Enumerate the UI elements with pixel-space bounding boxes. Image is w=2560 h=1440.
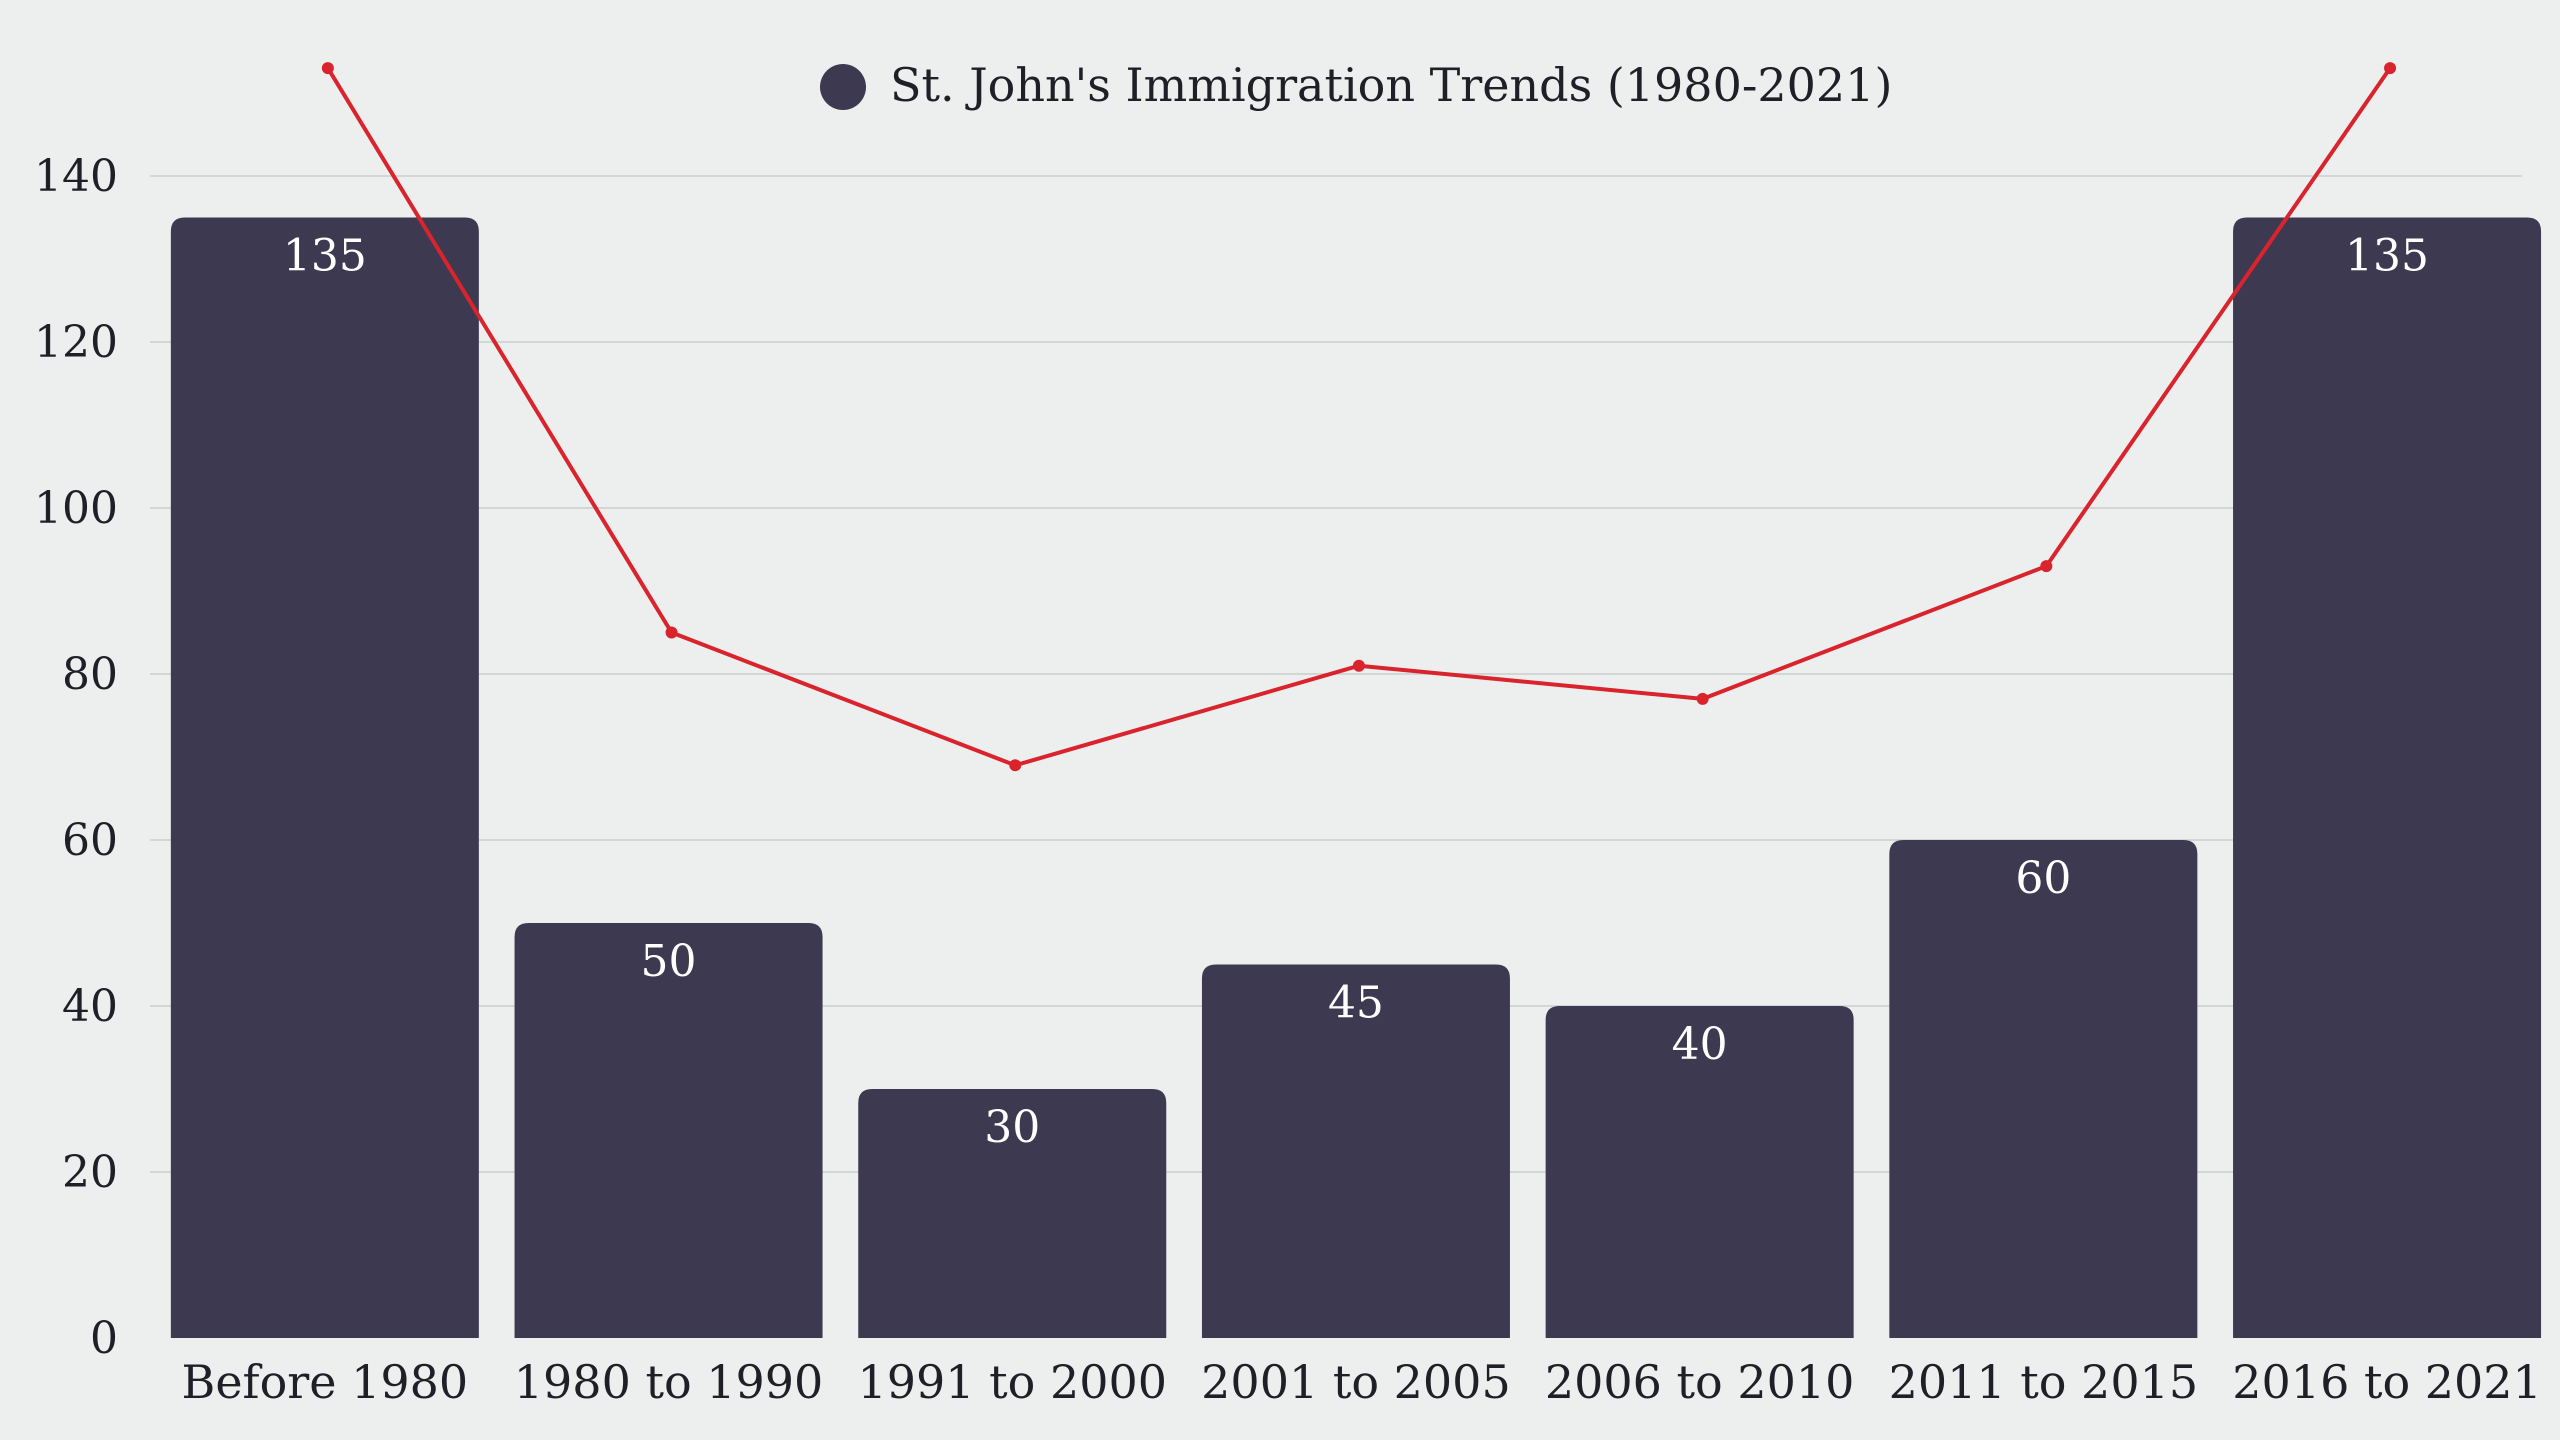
trend-point — [321, 62, 334, 75]
bar — [1545, 1006, 1854, 1338]
y-tick-label: 0 — [90, 1313, 118, 1364]
bar-value-label: 135 — [2345, 231, 2429, 282]
x-tick-label: 1991 to 2000 — [857, 1355, 1167, 1409]
legend-marker — [820, 64, 866, 110]
trend-point — [665, 626, 678, 639]
y-axis-ticks: 0 20 40 60 80 100 120 140 — [34, 151, 118, 1364]
bar — [170, 217, 479, 1338]
x-tick-label: 2016 to 2021 — [2232, 1355, 2542, 1409]
x-tick-label: 1980 to 1990 — [514, 1355, 824, 1409]
y-tick-label: 80 — [62, 649, 118, 700]
bar-value-label: 50 — [641, 936, 697, 987]
bar-value-label: 30 — [984, 1102, 1040, 1153]
bar — [1889, 840, 2198, 1338]
bar — [2233, 217, 2542, 1338]
trend-point — [1696, 692, 1709, 705]
bar-value-label: 135 — [283, 231, 367, 282]
bar-value-label: 40 — [1672, 1019, 1728, 1070]
x-tick-label: 2006 to 2010 — [1545, 1355, 1855, 1409]
y-tick-label: 40 — [62, 981, 118, 1032]
y-tick-label: 60 — [62, 815, 118, 866]
trend-point — [1009, 759, 1022, 772]
trend-line — [321, 62, 2397, 772]
x-tick-label: 2011 to 2015 — [1889, 1355, 2199, 1409]
y-tick-label: 20 — [62, 1147, 118, 1198]
bar-value-label: 60 — [2015, 853, 2071, 904]
x-axis-labels: Before 1980 1980 to 1990 1991 to 2000 2001 … — [182, 1355, 2542, 1409]
legend-label: St. John's Immigration Trends (1980-2021… — [890, 58, 1892, 112]
y-tick-label: 140 — [34, 151, 118, 202]
y-tick-label: 100 — [34, 483, 118, 534]
x-tick-label: Before 1980 — [182, 1355, 469, 1409]
bar — [514, 923, 823, 1338]
bar — [858, 1089, 1167, 1338]
y-tick-label: 120 — [34, 317, 118, 368]
trend-point — [2040, 560, 2053, 573]
legend: St. John's Immigration Trends (1980-2021… — [820, 58, 1892, 112]
trend-point — [1352, 659, 1365, 672]
bars — [170, 217, 2542, 1338]
bar — [1201, 964, 1510, 1338]
trend-point — [2384, 62, 2397, 75]
bar-value-label: 45 — [1328, 978, 1384, 1029]
bar-value-labels: 135 50 30 45 40 60 135 — [283, 231, 2429, 1154]
x-tick-label: 2001 to 2005 — [1201, 1355, 1511, 1409]
